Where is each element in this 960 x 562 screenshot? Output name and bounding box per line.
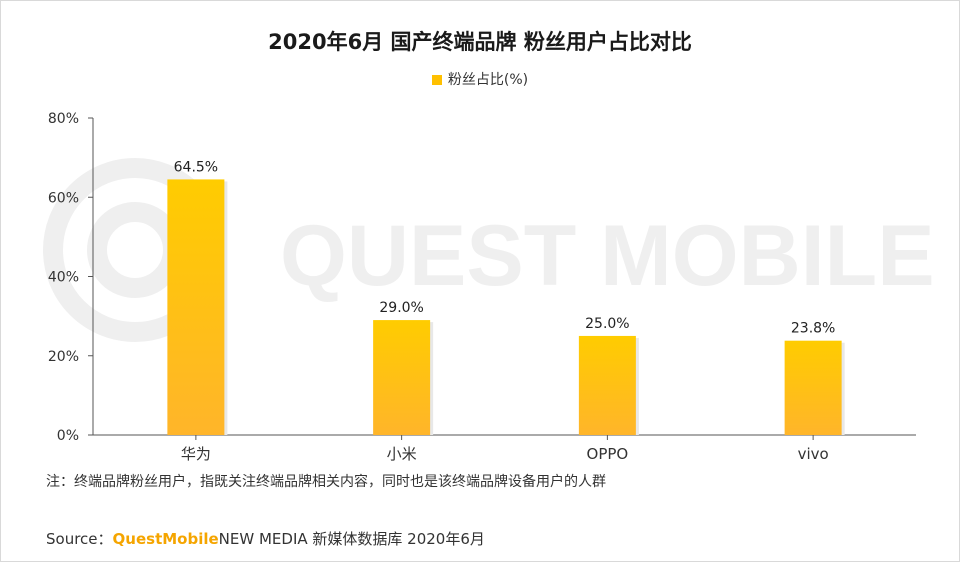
data-label: 23.8%: [791, 321, 835, 337]
y-tick-label: 80%: [48, 111, 79, 127]
x-tick-label: OPPO: [587, 445, 629, 463]
bar: [784, 340, 842, 435]
source-line: Source：QuestMobileNEW MEDIA 新媒体数据库 2020年…: [46, 528, 485, 549]
data-label: 64.5%: [174, 159, 218, 175]
source-rest: NEW MEDIA 新媒体数据库 2020年6月: [218, 530, 485, 548]
data-label: 25.0%: [585, 316, 629, 332]
x-tick-label: 小米: [387, 445, 417, 463]
y-tick-label: 60%: [48, 190, 79, 206]
legend-swatch: [431, 75, 442, 85]
chart-title: 2020年6月 国产终端品牌 粉丝用户占比对比: [268, 30, 692, 54]
bar: [578, 335, 636, 435]
source-prefix: Source：: [46, 530, 113, 548]
y-tick-label: 0%: [57, 428, 79, 444]
legend: 粉丝占比(%): [0, 69, 960, 89]
y-tick-label: 40%: [48, 270, 79, 286]
data-label: 29.0%: [379, 300, 423, 316]
x-tick-label: 华为: [181, 445, 211, 463]
bar: [167, 179, 225, 435]
x-tick-label: vivo: [798, 445, 829, 463]
bar: [373, 320, 431, 435]
y-tick-label: 20%: [48, 349, 79, 365]
legend-label: 粉丝占比(%): [447, 72, 529, 88]
footnote: 注：终端品牌粉丝用户，指既关注终端品牌相关内容，同时也是该终端品牌设备用户的人群: [46, 474, 606, 490]
source-brand: QuestMobile: [112, 530, 219, 548]
